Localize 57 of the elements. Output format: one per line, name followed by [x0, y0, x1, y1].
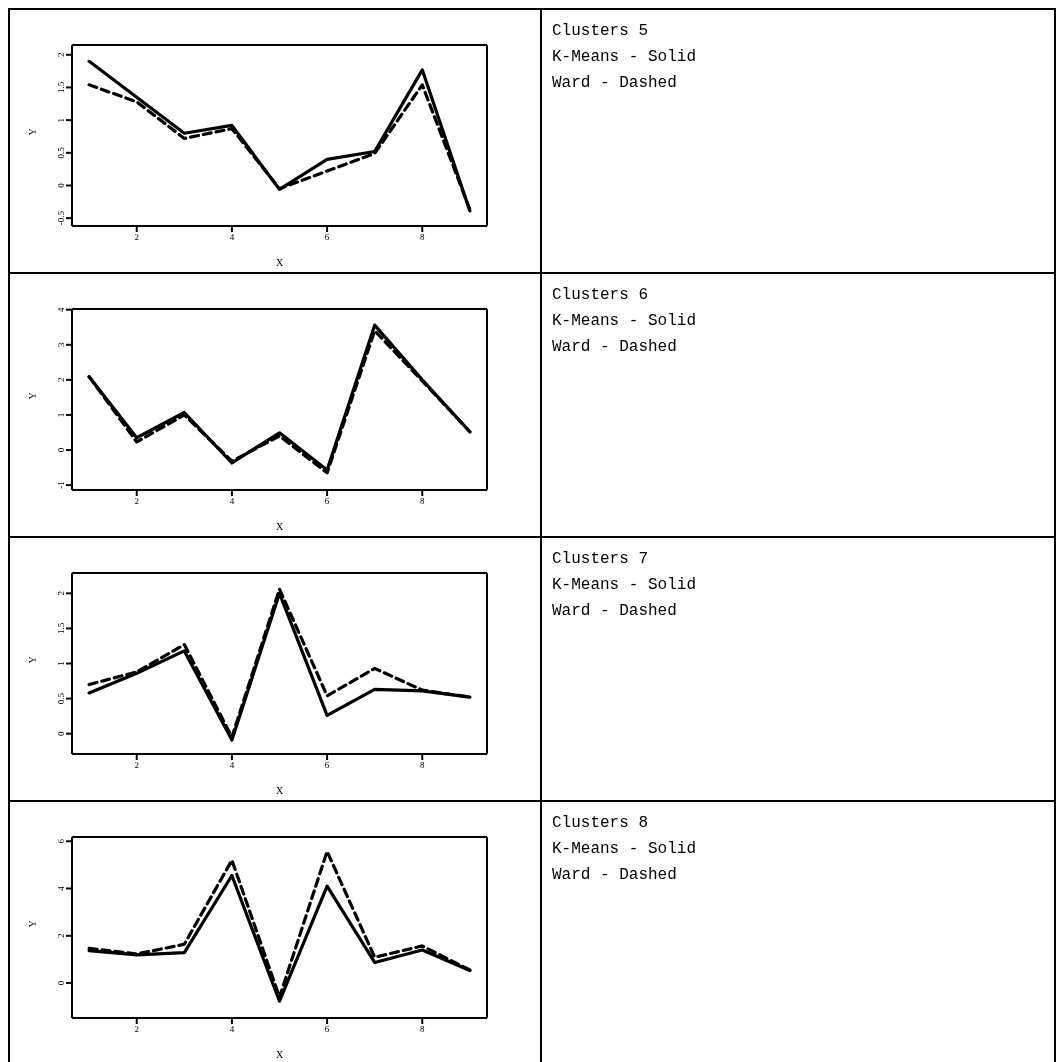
y-tick-label: 1.5 [56, 81, 66, 94]
y-tick-label: 2 [56, 52, 66, 58]
y-tick-label: 1 [56, 117, 66, 123]
y-tick-label: 3 [56, 342, 66, 348]
text: Ward - Dashed [552, 601, 678, 622]
y-tick-label: 0 [56, 980, 66, 986]
text: K-Means - Solid [552, 47, 698, 68]
x-tick-label: 4 [229, 496, 235, 507]
x-tick-label: 4 [229, 760, 235, 771]
y-axis-title: Y [26, 392, 38, 400]
y-tick-label: 0 [56, 447, 66, 453]
text: Clusters 5 [552, 21, 649, 42]
x-tick-label: 8 [420, 232, 426, 243]
y-tick-label: 2 [56, 377, 66, 383]
x-tick-label: 6 [324, 496, 330, 507]
y-tick-label: 0 [56, 182, 66, 188]
x-axis-title: X [275, 785, 284, 796]
y-tick-label: -0.5 [56, 210, 66, 226]
text: K-Means - Solid [552, 575, 698, 596]
y-tick-label: 0 [56, 730, 66, 736]
text: Ward - Dashed [552, 73, 678, 94]
text: Clusters 7 [552, 549, 649, 570]
y-tick-label: -1 [56, 481, 66, 489]
x-tick-label: 2 [134, 232, 139, 243]
x-tick-label: 8 [420, 760, 426, 771]
x-tick-label: 2 [134, 1024, 139, 1035]
x-tick-label: 8 [420, 1024, 426, 1035]
y-tick-label: 4 [56, 306, 66, 312]
y-tick-label: 6 [56, 838, 66, 844]
y-axis-title: Y [26, 920, 38, 928]
x-tick-label: 6 [324, 1024, 330, 1035]
text: Clusters 8 [552, 813, 649, 834]
y-tick-label: 4 [56, 885, 66, 891]
text: Ward - Dashed [552, 865, 678, 886]
y-tick-label: 1.5 [56, 622, 66, 635]
text: Ward - Dashed [552, 337, 678, 358]
y-tick-label: 0.5 [56, 146, 66, 159]
text: K-Means - Solid [552, 839, 698, 860]
y-tick-label: 2 [56, 933, 66, 939]
text: K-Means - Solid [552, 311, 698, 332]
x-tick-label: 8 [420, 496, 426, 507]
x-tick-label: 4 [229, 1024, 235, 1035]
x-axis-title: X [275, 1049, 284, 1060]
y-tick-label: 1 [56, 661, 66, 666]
y-tick-label: 2 [56, 591, 66, 596]
x-tick-label: 2 [134, 496, 139, 507]
text: Clusters 6 [552, 285, 649, 306]
x-tick-label: 4 [229, 232, 235, 243]
y-axis-title: Y [26, 656, 38, 664]
x-tick-label: 6 [324, 760, 330, 771]
x-tick-label: 2 [134, 760, 139, 771]
x-axis-title: X [275, 521, 284, 532]
y-tick-label: 0.5 [56, 692, 66, 705]
x-axis-title: X [275, 257, 284, 268]
y-axis-title: Y [26, 128, 38, 136]
y-tick-label: 1 [56, 412, 66, 418]
x-tick-label: 6 [324, 232, 330, 243]
